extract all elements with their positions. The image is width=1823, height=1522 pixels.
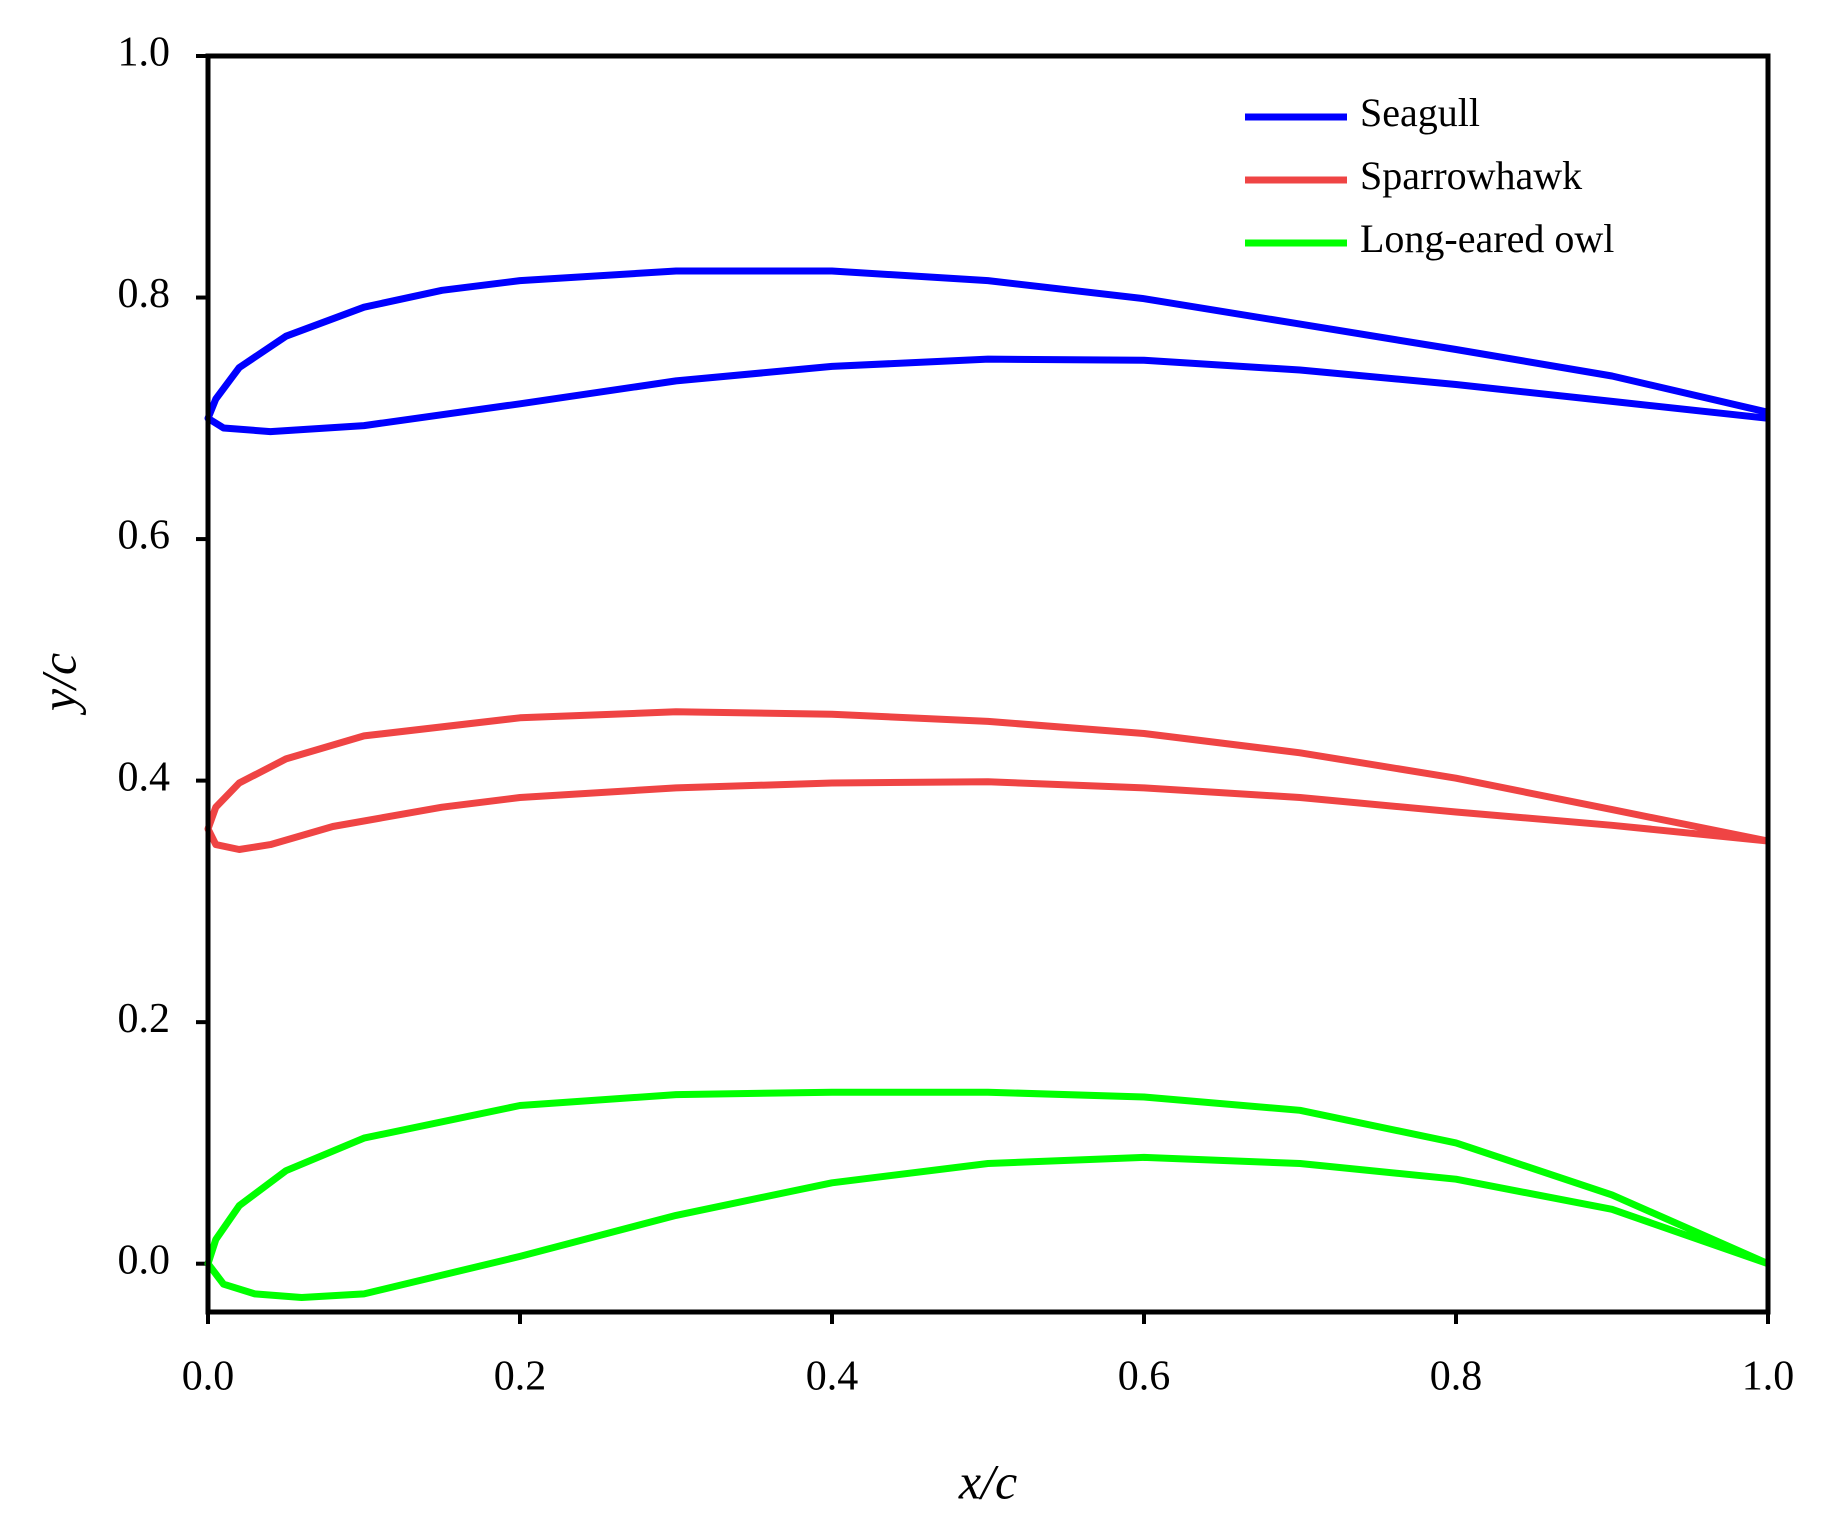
legend-label: Sparrowhawk xyxy=(1360,153,1582,198)
y-tick-label: 0.2 xyxy=(118,996,171,1042)
series-line xyxy=(204,708,1769,853)
x-tick-label: 1.0 xyxy=(1742,1354,1795,1400)
y-tick-label: 0.0 xyxy=(118,1237,171,1283)
y-tick-label: 0.4 xyxy=(118,754,171,800)
y-axis-title: y/c xyxy=(30,653,86,716)
x-tick-label: 0.0 xyxy=(182,1354,235,1400)
y-tick-label: 0.8 xyxy=(118,271,171,317)
y-tick-label: 1.0 xyxy=(118,30,171,76)
legend-label: Seagull xyxy=(1360,90,1480,135)
x-tick-label: 0.8 xyxy=(1430,1354,1483,1400)
legend-label: Long-eared owl xyxy=(1360,216,1614,261)
x-tick-label: 0.6 xyxy=(1118,1354,1171,1400)
x-tick-label: 0.4 xyxy=(806,1354,859,1400)
y-tick-label: 0.6 xyxy=(118,513,171,559)
plot-frame xyxy=(205,53,1771,1315)
series-line xyxy=(204,1088,1770,1301)
x-tick-label: 0.2 xyxy=(494,1354,547,1400)
x-axis-title: x/c xyxy=(958,1453,1017,1509)
series-line xyxy=(204,267,1769,436)
